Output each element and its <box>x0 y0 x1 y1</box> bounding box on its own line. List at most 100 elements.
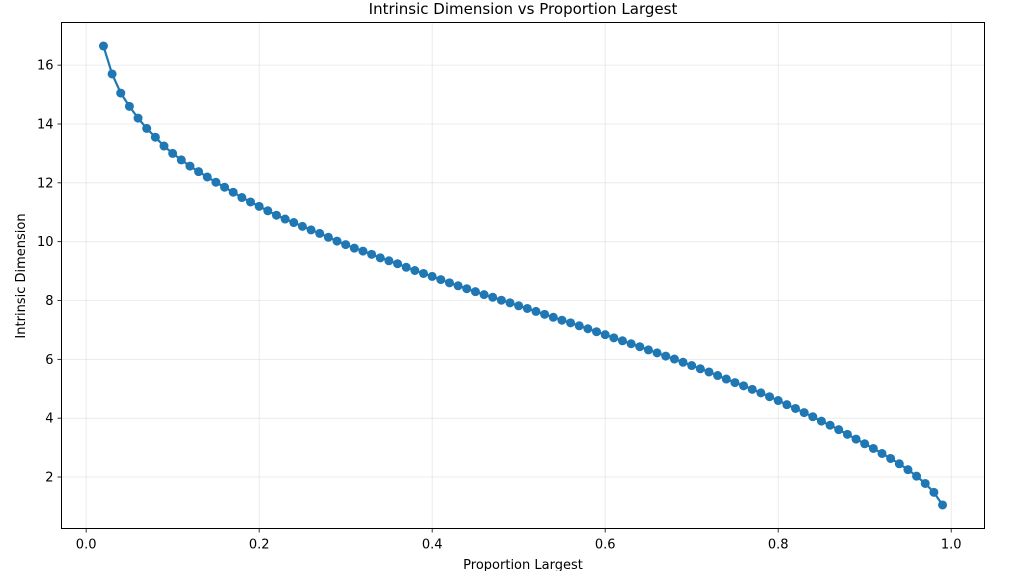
y-tick-label: 4 <box>45 412 53 427</box>
data-point <box>704 367 714 377</box>
data-point <box>332 236 342 246</box>
data-point <box>652 348 662 358</box>
data-point <box>643 345 653 355</box>
data-point <box>903 465 913 475</box>
data-point <box>782 400 792 410</box>
data-point <box>341 240 351 250</box>
y-axis-label: Intrinsic Dimension <box>14 213 29 338</box>
data-point <box>410 265 420 275</box>
data-point <box>661 351 671 361</box>
x-tick-label: 0.6 <box>595 538 616 553</box>
data-point <box>609 333 619 343</box>
data-point <box>358 246 368 256</box>
data-point <box>124 101 134 111</box>
data-point <box>799 408 809 418</box>
data-point <box>297 221 307 231</box>
data-point <box>842 429 852 439</box>
y-tick-label: 10 <box>37 235 54 250</box>
data-point <box>280 214 290 224</box>
series-layer <box>98 41 948 510</box>
data-point <box>237 193 247 203</box>
y-tick-label: 8 <box>45 294 53 309</box>
data-point <box>107 69 117 79</box>
data-point <box>617 336 627 346</box>
data-point <box>816 416 826 426</box>
data-point <box>678 357 688 367</box>
data-point <box>531 306 541 316</box>
data-point <box>168 148 178 158</box>
y-tick-label: 2 <box>45 471 53 486</box>
y-tick-label: 12 <box>37 176 54 191</box>
data-point <box>263 206 273 216</box>
x-tick-label: 0.0 <box>76 538 97 553</box>
data-point <box>574 321 584 331</box>
data-point <box>375 253 385 263</box>
data-point <box>142 123 152 133</box>
data-point <box>522 303 532 313</box>
data-point <box>860 439 870 449</box>
data-point <box>635 342 645 352</box>
ticks: 0.0 0.2 0.4 0.6 0.8 1.0 2 4 6 8 10 12 14 16 <box>37 59 962 553</box>
data-point <box>220 182 230 192</box>
data-point <box>194 167 204 177</box>
data-point <box>419 268 429 278</box>
data-point <box>246 197 256 207</box>
x-tick-label: 1.0 <box>941 538 962 553</box>
data-point <box>929 487 939 497</box>
data-point <box>185 161 195 171</box>
data-point <box>271 210 281 220</box>
data-point <box>496 295 506 305</box>
y-tick-label: 14 <box>37 117 54 132</box>
data-point <box>254 201 264 211</box>
data-point <box>877 448 887 458</box>
data-point <box>825 420 835 430</box>
data-point <box>566 318 576 328</box>
data-point <box>894 459 904 469</box>
data-point <box>98 41 108 51</box>
data-point <box>695 364 705 374</box>
data-point <box>808 412 818 422</box>
data-point <box>713 371 723 381</box>
y-tick-label: 16 <box>37 59 54 74</box>
data-point <box>228 187 238 197</box>
data-point <box>470 287 480 297</box>
data-point <box>765 392 775 402</box>
data-point <box>289 218 299 228</box>
data-point <box>886 453 896 463</box>
data-point <box>687 361 697 371</box>
data-point <box>444 278 454 288</box>
data-point <box>176 155 186 165</box>
data-point <box>721 374 731 384</box>
data-point <box>747 384 757 394</box>
x-tick-label: 0.4 <box>422 538 443 553</box>
data-point <box>462 284 472 294</box>
data-point <box>557 315 567 325</box>
data-point <box>315 228 325 238</box>
data-point <box>367 249 377 259</box>
data-point <box>540 309 550 319</box>
data-point <box>505 298 515 308</box>
data-point <box>868 443 878 453</box>
data-point <box>938 500 948 510</box>
data-point <box>436 275 446 285</box>
plot-frame <box>61 22 985 529</box>
data-point <box>202 172 212 182</box>
data-point <box>306 225 316 235</box>
data-point <box>427 271 437 281</box>
data-point <box>116 88 126 98</box>
data-point <box>834 425 844 435</box>
data-point <box>150 132 160 142</box>
data-point <box>488 292 498 302</box>
data-point <box>626 339 636 349</box>
data-point <box>393 259 403 269</box>
data-point <box>790 403 800 413</box>
data-point <box>773 396 783 406</box>
data-point <box>912 471 922 481</box>
data-point <box>349 243 359 253</box>
data-point <box>592 327 602 337</box>
data-point <box>479 290 489 300</box>
y-tick-label: 6 <box>45 353 53 368</box>
